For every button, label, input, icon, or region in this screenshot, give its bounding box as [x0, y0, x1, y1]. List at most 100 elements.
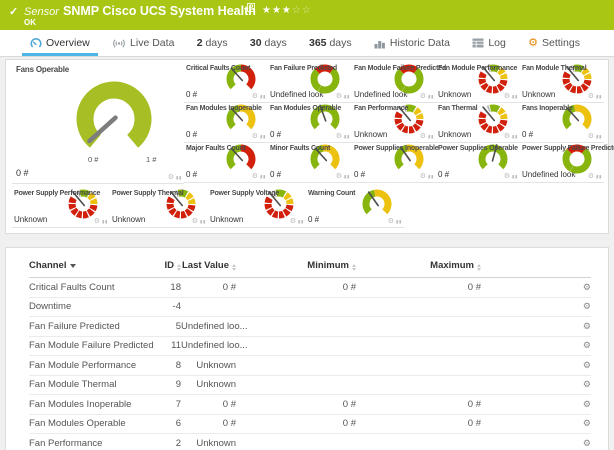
gauge-settings-icon[interactable]: ⚙ — [587, 173, 595, 180]
gauge-settings-icon[interactable]: ⚙ — [289, 218, 297, 225]
table-row-critical-faults-count[interactable]: Critical Faults Count 18 0 # 0 # 0 # ⚙ — [29, 278, 591, 298]
tab-365-days[interactable]: 365 days — [301, 30, 360, 56]
gauge-power-supply-performance[interactable]: Power Supply Performance Unknown ⚙ ▮▮ — [12, 188, 110, 228]
gauge-settings-icon[interactable]: ⚙ — [335, 93, 343, 100]
gauge-power-supply-failure-predicted[interactable]: Power Supply Failure Predicted Undefined… — [520, 143, 614, 183]
gauge-critical-faults-count[interactable]: Critical Faults Count 0 # ⚙ ▮▮ — [184, 63, 268, 103]
gauge-settings-icon[interactable]: ⚙ — [587, 93, 595, 100]
column-header-last-value[interactable]: Last Value — [181, 260, 236, 271]
gauge-settings-icon[interactable]: ⚙ — [503, 93, 511, 100]
gauge-settings-icon[interactable]: ⚙ — [587, 133, 595, 140]
gauge-label: Warning Count — [308, 190, 356, 197]
gauge-settings-icon[interactable]: ⚙ — [251, 93, 259, 100]
gauge-settings-icon[interactable]: ⚙ — [251, 173, 259, 180]
gauge-settings-icon[interactable]: ⚙ — [251, 133, 259, 140]
gauge-pause-icon[interactable]: ▮▮ — [260, 134, 266, 139]
gauge-pause-icon[interactable]: ▮▮ — [344, 94, 350, 99]
gauge-fans-operable[interactable]: Fans Operable 0 # 1 # 0 # ⚙ ▮▮ — [12, 63, 184, 184]
gauge-pause-icon[interactable]: ▮▮ — [596, 94, 602, 99]
tab-log[interactable]: Log — [464, 30, 514, 56]
gauge-fan-failure-predicted[interactable]: Fan Failure Predicted Undefined lookup v… — [268, 63, 352, 103]
gauge-pause-icon[interactable]: ▮▮ — [200, 219, 206, 224]
gauge-settings-icon[interactable]: ⚙ — [167, 174, 175, 181]
channel-settings-icon[interactable]: ⚙ — [582, 418, 591, 429]
column-header-channel[interactable]: Channel — [29, 260, 151, 271]
gauge-power-supply-thermal[interactable]: Power Supply Thermal Unknown ⚙ ▮▮ — [110, 188, 208, 228]
gauge-pause-icon[interactable]: ▮▮ — [428, 94, 434, 99]
channel-settings-icon[interactable]: ⚙ — [582, 320, 591, 331]
gauge-settings-icon[interactable]: ⚙ — [419, 133, 427, 140]
gauge-settings-icon[interactable]: ⚙ — [191, 218, 199, 225]
table-row-fan-module-performance[interactable]: Fan Module Performance 8 Unknown ⚙ — [29, 356, 591, 376]
gauge-label: Power Supply Performance — [14, 190, 101, 197]
gauge-power-supply-voltage[interactable]: Power Supply Voltage Unknown ⚙ ▮▮ — [208, 188, 306, 228]
table-row-fan-module-failure-predicted[interactable]: Fan Module Failure Predicted 11 Undefine… — [29, 337, 591, 356]
gauge-pause-icon[interactable]: ▮▮ — [512, 174, 518, 179]
tab-settings[interactable]: ⚙ Settings — [520, 30, 588, 56]
tab-bar: Overview Live Data 2 days 30 days 365 days Hi… — [0, 30, 614, 57]
gauge-pause-icon[interactable]: ▮▮ — [102, 219, 108, 224]
channel-settings-icon[interactable]: ⚙ — [582, 379, 591, 390]
gauge-pause-icon[interactable]: ▮▮ — [396, 219, 402, 224]
tab-overview[interactable]: Overview — [22, 30, 98, 56]
table-row-fan-failure-predicted[interactable]: Fan Failure Predicted 5 Undefined loo...… — [29, 317, 591, 337]
gauge-pause-icon[interactable]: ▮▮ — [176, 175, 182, 180]
gauge-minor-faults-count[interactable]: Minor Faults Count 0 # ⚙ ▮▮ — [268, 143, 352, 183]
gauge-pause-icon[interactable]: ▮▮ — [512, 134, 518, 139]
gauge-fan-performance[interactable]: Fan Performance Unknown ⚙ ▮▮ — [352, 103, 436, 143]
table-row-fan-module-thermal[interactable]: Fan Module Thermal 9 Unknown ⚙ — [29, 376, 591, 395]
gauge-pause-icon[interactable]: ▮▮ — [428, 134, 434, 139]
tab-historic-data[interactable]: Historic Data — [366, 30, 458, 56]
table-row-fan-modules-inoperable[interactable]: Fan Modules Inoperable 7 0 # 0 # 0 # ⚙ — [29, 395, 591, 415]
gauge-settings-icon[interactable]: ⚙ — [503, 133, 511, 140]
gauge-pause-icon[interactable]: ▮▮ — [428, 174, 434, 179]
tab-live-data[interactable]: Live Data — [104, 30, 182, 56]
gauge-settings-icon[interactable]: ⚙ — [335, 133, 343, 140]
gauge-fan-thermal[interactable]: Fan Thermal Unknown ⚙ ▮▮ — [436, 103, 520, 143]
gauge-settings-icon[interactable]: ⚙ — [387, 218, 395, 225]
gauge-pause-icon[interactable]: ▮▮ — [344, 174, 350, 179]
gauge-settings-icon[interactable]: ⚙ — [335, 173, 343, 180]
channel-settings-icon[interactable]: ⚙ — [582, 398, 591, 409]
gauge-settings-icon[interactable]: ⚙ — [93, 218, 101, 225]
channel-settings-icon[interactable]: ⚙ — [582, 340, 591, 351]
column-header-maximum[interactable]: Maximum — [356, 260, 481, 271]
gauge-pause-icon[interactable]: ▮▮ — [298, 219, 304, 224]
channel-settings-icon[interactable]: ⚙ — [582, 281, 591, 292]
channel-id: -4 — [172, 301, 181, 313]
tab-2-days[interactable]: 2 days — [189, 30, 236, 56]
gauge-pause-icon[interactable]: ▮▮ — [344, 134, 350, 139]
table-row-downtime[interactable]: Downtime -4 ⚙ — [29, 298, 591, 317]
gauge — [264, 189, 294, 219]
gauge-pause-icon[interactable]: ▮▮ — [260, 94, 266, 99]
table-row-fan-modules-operable[interactable]: Fan Modules Operable 6 0 # 0 # 0 # ⚙ — [29, 415, 591, 434]
gauge-fan-module-performance[interactable]: Fan Module Performance Unknown ⚙ ▮▮ — [436, 63, 520, 103]
gauge-fan-modules-operable[interactable]: Fan Modules Operable 0 # ⚙ ▮▮ — [268, 103, 352, 143]
column-header-minimum[interactable]: Minimum — [236, 260, 356, 271]
channel-settings-icon[interactable]: ⚙ — [582, 359, 591, 370]
tab-30-days[interactable]: 30 days — [242, 30, 295, 56]
gauge-fan-modules-inoperable[interactable]: Fan Modules Inoperable 0 # ⚙ ▮▮ — [184, 103, 268, 143]
channel-settings-icon[interactable]: ⚙ — [582, 437, 591, 448]
gauge-warning-count[interactable]: Warning Count 0 # ⚙ ▮▮ — [306, 188, 404, 228]
gauge-power-supplies-inoperable[interactable]: Power Supplies Inoperable 0 # ⚙ ▮▮ — [352, 143, 439, 183]
gauge-fans-inoperable[interactable]: Fans Inoperable 0 # ⚙ ▮▮ — [520, 103, 604, 143]
gauge-pause-icon[interactable]: ▮▮ — [596, 134, 602, 139]
gauge-fan-module-failure-predicted[interactable]: Fan Module Failure Predicted Undefined l… — [352, 63, 446, 103]
gauge-settings-icon[interactable]: ⚙ — [503, 173, 511, 180]
gauge-settings-icon[interactable]: ⚙ — [419, 93, 427, 100]
gauge-pause-icon[interactable]: ▮▮ — [596, 174, 602, 179]
gauge-pause-icon[interactable]: ▮▮ — [260, 174, 266, 179]
column-header-id[interactable]: ID — [151, 260, 181, 271]
tab-label: 365 days — [309, 37, 352, 49]
priority-stars[interactable]: ★★★☆☆ — [262, 5, 312, 16]
channel-settings-icon[interactable]: ⚙ — [582, 301, 591, 312]
gauge-pause-icon[interactable]: ▮▮ — [512, 94, 518, 99]
gauge-major-faults-count[interactable]: Major Faults Count 0 # ⚙ ▮▮ — [184, 143, 268, 183]
table-row-fan-performance[interactable]: Fan Performance 2 Unknown ⚙ — [29, 434, 591, 450]
gauge-power-supplies-operable[interactable]: Power Supplies Operable 0 # ⚙ ▮▮ — [436, 143, 520, 183]
gauge-fan-module-thermal[interactable]: Fan Module Thermal Unknown ⚙ ▮▮ — [520, 63, 604, 103]
gauge-settings-icon[interactable]: ⚙ — [419, 173, 427, 180]
channel-name: Fan Modules Operable — [29, 418, 126, 430]
